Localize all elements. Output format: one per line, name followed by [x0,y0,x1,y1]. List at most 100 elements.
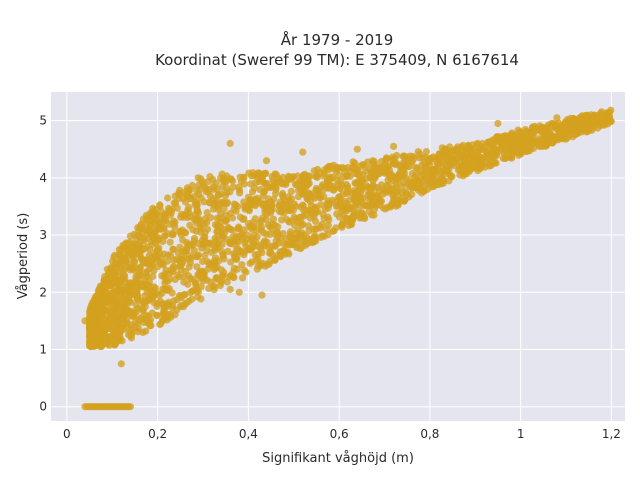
data-point [323,177,331,185]
data-point [521,131,529,140]
data-point [286,230,295,238]
data-point [367,194,375,202]
x-tick-label: 0,6 [330,427,349,441]
data-point [145,227,153,235]
data-point [338,223,346,231]
data-point [211,283,219,291]
data-point [258,291,266,299]
data-point [192,198,200,206]
data-point [236,189,244,197]
data-point [239,215,247,223]
data-point [104,311,112,319]
data-point [382,168,390,176]
data-point [370,182,378,191]
data-point [372,201,380,210]
data-point [360,213,368,221]
data-point [176,303,184,311]
data-point [134,224,142,232]
data-point [371,167,379,175]
data-point [271,170,279,178]
data-point [523,147,531,156]
data-point [230,273,238,281]
data-point [130,258,138,266]
data-point [201,238,209,246]
data-point [163,230,171,238]
data-point [149,272,157,280]
data-point [398,167,407,175]
chart-title: År 1979 - 2019 [281,30,394,49]
data-point [344,182,352,190]
data-point [346,204,354,212]
data-point [318,232,326,240]
data-point [233,265,241,273]
data-point [235,224,243,232]
data-point [169,263,177,271]
data-point [287,204,295,212]
data-point [212,197,221,205]
data-point [267,198,275,206]
y-tick-label: 1 [39,342,47,356]
data-point [502,148,510,157]
y-tick-label: 0 [39,400,47,414]
data-point [343,214,351,222]
data-point [501,141,509,149]
data-point [323,225,331,233]
data-point [222,216,230,224]
data-point [494,119,502,128]
data-point [226,209,234,218]
data-point [538,129,546,137]
data-point [517,138,525,146]
data-point [105,305,114,313]
data-point [459,172,467,180]
data-point [196,268,204,276]
data-point [458,151,466,160]
data-point [164,194,172,202]
data-point [126,285,134,293]
data-point [238,261,246,269]
data-point [110,310,118,318]
data-point [298,221,306,229]
data-point [193,186,201,194]
data-point [157,225,165,233]
data-point [235,288,243,296]
data-point [365,207,373,215]
data-point [492,147,500,155]
data-point [169,220,177,228]
data-point [300,207,308,215]
data-point [425,158,433,166]
data-point [324,231,332,239]
data-point [169,245,177,253]
data-point [271,230,279,238]
data-point [203,209,211,217]
x-axis-label: Signifikant våghöjd (m) [262,451,414,466]
data-point [529,144,538,152]
data-point [332,224,340,232]
data-point [197,228,205,236]
data-point [571,118,579,126]
data-point [359,177,367,185]
data-point [215,232,223,240]
data-point [434,181,442,189]
data-point [212,274,220,282]
data-point [408,190,416,198]
data-point [352,170,360,178]
data-point [562,118,570,126]
data-point [244,220,252,228]
data-point [142,273,150,281]
data-point [490,136,499,144]
data-point [420,187,428,195]
data-point [276,202,284,210]
data-point [87,337,95,345]
data-point [243,235,251,243]
data-point [266,249,274,257]
data-point [128,308,136,316]
data-point [218,247,226,255]
data-point [185,263,193,271]
data-point [139,306,147,315]
y-axis-label: Vågperiod (s) [16,213,31,300]
data-point [171,275,179,284]
data-point [299,172,307,180]
data-point [200,198,208,206]
data-point [279,173,287,181]
data-point [183,238,191,247]
